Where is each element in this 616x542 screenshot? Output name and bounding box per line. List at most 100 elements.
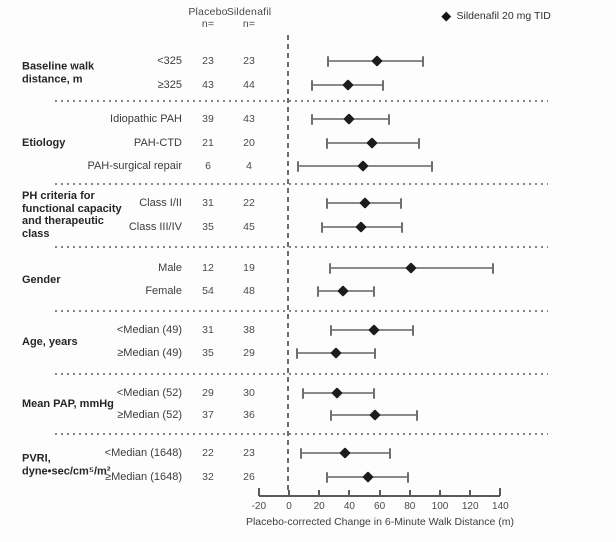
group-separator (55, 246, 548, 248)
point-estimate-diamond (367, 324, 380, 336)
sildenafil-n-value: 36 (243, 409, 255, 421)
placebo-n-value: 54 (202, 285, 214, 297)
point-estimate-diamond (361, 471, 374, 483)
placebo-n-value: 43 (202, 79, 214, 91)
placebo-n-value: 31 (202, 197, 214, 209)
point-estimate-diamond (339, 447, 351, 459)
ci-cap-right (416, 409, 419, 421)
x-tick (378, 490, 381, 496)
ci-cap-left (327, 55, 330, 67)
group-label: Baseline walk distance, m (22, 60, 95, 86)
placebo-n-value: 35 (202, 347, 214, 359)
sildenafil-n-value: 23 (243, 55, 255, 67)
group-label: Age, years (22, 335, 78, 348)
row-label: <Median (52) (116, 387, 182, 399)
point-estimate-diamond (330, 347, 342, 359)
legend-label: Sildenafil 20 mg TID (456, 10, 551, 22)
point-estimate-diamond (342, 79, 354, 91)
placebo-n-value: 6 (205, 160, 211, 172)
ci-cap-right (372, 387, 375, 399)
ci-cap-left (301, 387, 304, 399)
group-label: Gender (22, 273, 61, 286)
x-tick (288, 490, 290, 496)
row-label: Idiopathic PAH (110, 113, 182, 125)
sildenafil-n-value: 4 (246, 160, 252, 172)
col-header-sildenafil: Sildenafil (226, 6, 272, 18)
group-label: PH criteria for functional capacity and … (22, 190, 122, 240)
x-tick-label: 40 (343, 501, 355, 512)
ci-cap-right (491, 262, 494, 274)
ci-cap-right (399, 197, 402, 209)
ci-cap-right (422, 55, 425, 67)
sildenafil-n-value: 20 (243, 137, 255, 149)
point-estimate-diamond (357, 160, 369, 172)
x-tick-label: 20 (313, 501, 325, 512)
placebo-n-value: 32 (202, 471, 214, 483)
x-tick (318, 490, 321, 496)
row-label: <325 (157, 55, 182, 67)
ci-cap-right (374, 347, 377, 359)
point-estimate-diamond (369, 409, 381, 421)
x-tick-label: 0 (286, 501, 292, 512)
group-label: PVRI, dyne•sec/cm⁵/m² (22, 452, 111, 478)
x-tick-label: -20 (251, 501, 267, 512)
ci-cap-right (407, 471, 410, 483)
col-header-placebo: Placebo (188, 6, 228, 18)
ci-cap-right (381, 79, 384, 91)
ci-cap-left (310, 113, 313, 125)
x-tick (469, 490, 472, 496)
ci-cap-left (330, 409, 333, 421)
x-tick (439, 490, 441, 496)
sildenafil-n-value: 38 (243, 324, 255, 336)
row-label: <Median (49) (116, 324, 182, 336)
legend: Sildenafil 20 mg TID (441, 10, 551, 22)
sildenafil-n-value: 48 (243, 285, 255, 297)
sildenafil-n-value: 43 (243, 113, 255, 125)
ci-cap-left (310, 79, 313, 91)
ci-cap-left (330, 324, 333, 336)
ci-cap-left (328, 262, 331, 274)
sildenafil-n-value: 23 (243, 447, 255, 459)
zero-reference-line (287, 35, 289, 494)
sildenafil-n-value: 19 (243, 262, 255, 274)
ci-cap-left (295, 347, 298, 359)
placebo-n-value: 39 (202, 113, 214, 125)
placebo-n-value: 21 (202, 137, 214, 149)
ci-cap-right (417, 137, 420, 149)
row-label: Class III/IV (128, 221, 182, 233)
row-label: ≥Median (52) (117, 409, 182, 421)
group-separator (55, 433, 548, 435)
placebo-n-value: 23 (202, 55, 214, 67)
sildenafil-n-value: 44 (243, 79, 255, 91)
point-estimate-diamond (355, 221, 368, 233)
sildenafil-n-value: 22 (243, 197, 255, 209)
ci-cap-left (325, 471, 328, 483)
x-tick (257, 488, 260, 496)
x-tick (408, 490, 411, 496)
placebo-n-value: 31 (202, 324, 214, 336)
group-separator (55, 373, 548, 375)
ci-cap-right (411, 324, 414, 336)
row-label: Female (145, 285, 182, 297)
ci-cap-right (401, 221, 404, 233)
x-axis (258, 495, 501, 497)
placebo-n-value: 12 (202, 262, 214, 274)
x-tick (348, 490, 351, 496)
x-axis-title: Placebo-corrected Change in 6-Minute Wal… (245, 516, 515, 528)
ci-cap-left (321, 221, 324, 233)
ci-cap-right (372, 285, 375, 297)
x-tick-label: 140 (492, 501, 509, 512)
ci-cap-left (297, 160, 300, 172)
row-label: Class I/II (139, 197, 182, 209)
row-label: Male (158, 262, 182, 274)
group-separator (55, 100, 548, 102)
point-estimate-diamond (343, 113, 356, 125)
point-estimate-diamond (366, 137, 378, 149)
legend-diamond-icon (441, 11, 451, 21)
point-estimate-diamond (358, 197, 371, 209)
row-label: ≥Median (49) (117, 347, 182, 359)
group-separator (55, 183, 548, 185)
placebo-n-value: 35 (202, 221, 214, 233)
col-header-sildenafil-n: n= (242, 18, 256, 30)
